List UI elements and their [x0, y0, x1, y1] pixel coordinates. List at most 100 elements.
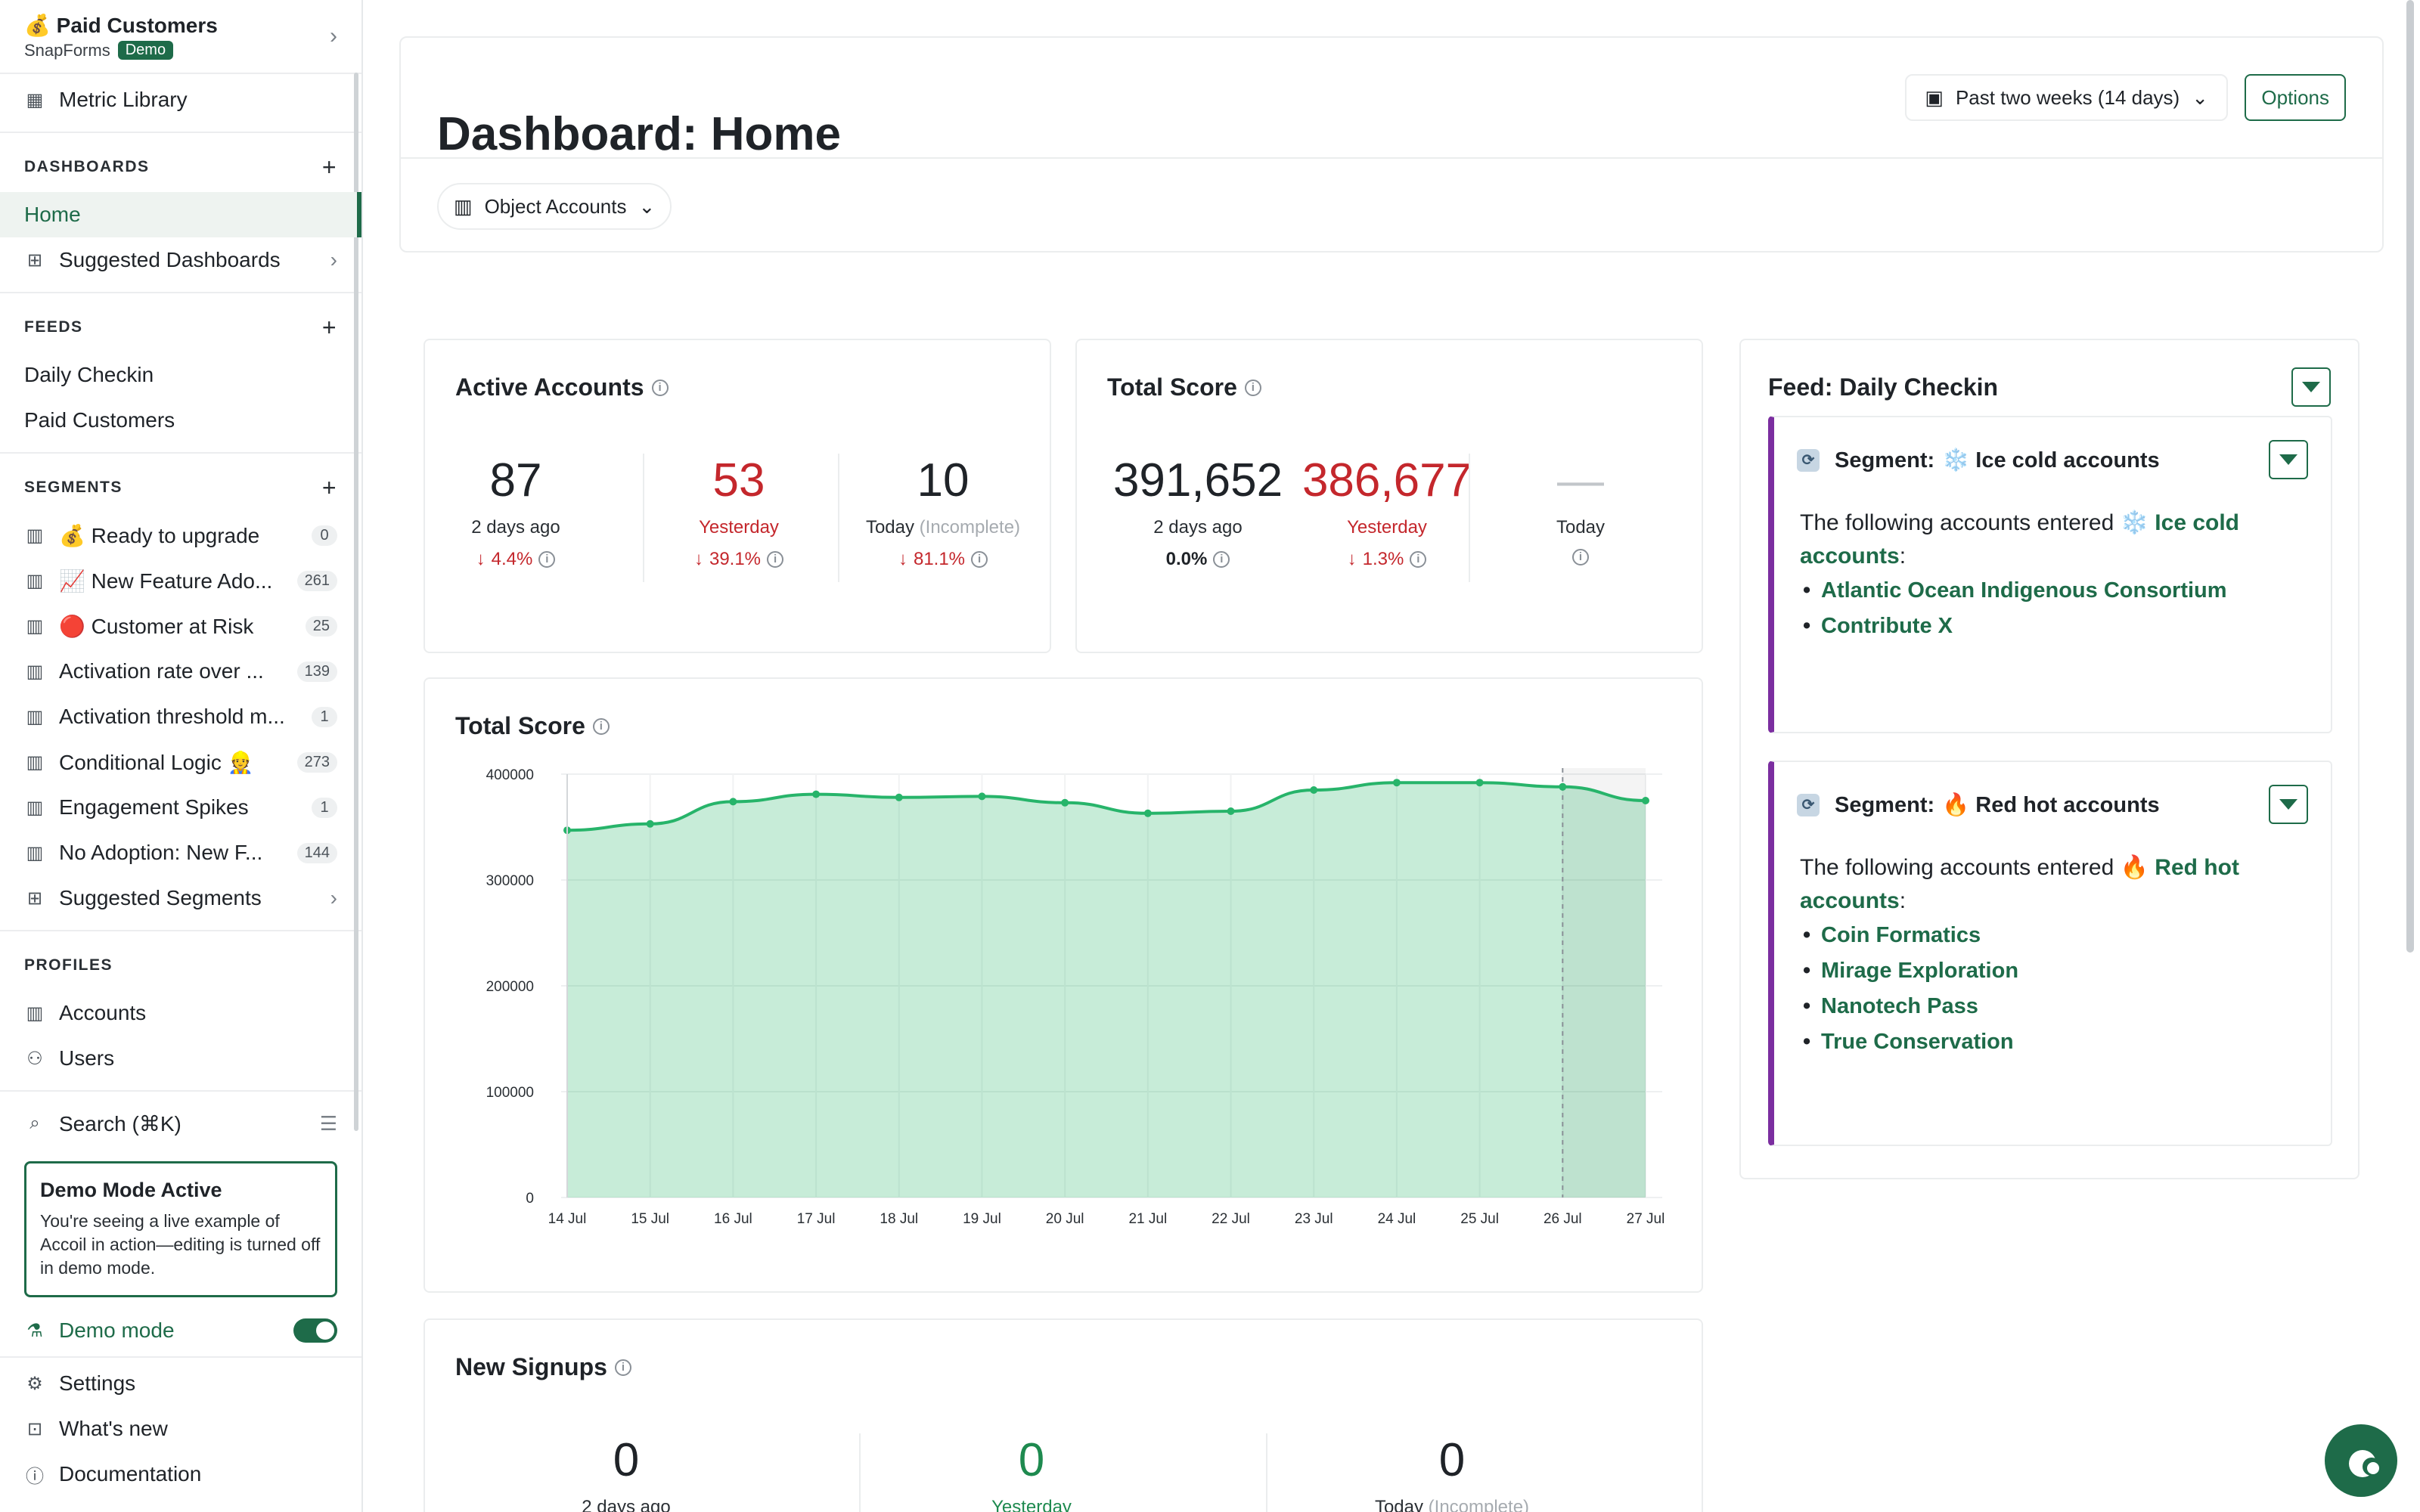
sidebar-item-suggested-segments[interactable]: ⊞ Suggested Segments ›: [0, 875, 361, 921]
sidebar-item-suggested-dashboards[interactable]: ⊞ Suggested Dashboards ›: [0, 237, 361, 283]
info-icon[interactable]: i: [1410, 551, 1427, 568]
segment-link[interactable]: 🔥 Red hot accounts: [1800, 855, 2239, 913]
colon: :: [1899, 888, 1907, 913]
stat-label: Yesterday: [991, 1497, 1072, 1512]
account-link[interactable]: Coin Formatics: [1800, 918, 2308, 953]
add-feed-icon[interactable]: +: [321, 313, 337, 341]
demo-mode-toggle[interactable]: [293, 1318, 337, 1343]
sidebar-item-users[interactable]: ⚇ Users: [0, 1036, 361, 1081]
account-link[interactable]: True Conservation: [1800, 1024, 2308, 1060]
sidebar-item-daily-checkin[interactable]: Daily Checkin: [0, 352, 361, 398]
sidebar-scrollbar[interactable]: [354, 73, 358, 1131]
total-score-chart[interactable]: 0 100000 200000 300000 400000 14 Jul 15 Jul 16 …: [425, 679, 1705, 1294]
account-link[interactable]: Atlantic Ocean Indigenous Consortium: [1800, 573, 2308, 609]
stat-label: Today (Incomplete): [841, 517, 1045, 538]
segment-intro-text: The following accounts entered: [1800, 855, 2114, 880]
sidebar-item-segment[interactable]: ▥ Activation threshold m... 1: [0, 694, 361, 739]
demo-mode-label: Demo mode: [59, 1318, 175, 1342]
data-point: [1392, 779, 1401, 787]
sidebar-item-segment[interactable]: ▥ Conditional Logic 👷 273: [0, 739, 361, 785]
page-title: Dashboard: Home: [437, 108, 841, 160]
account-link[interactable]: Nanotech Pass: [1800, 989, 2308, 1024]
help-icon: ⓘ: [26, 1466, 44, 1487]
card-title: Total Score i: [455, 712, 610, 740]
x-tick-label: 25 Jul: [1460, 1211, 1499, 1227]
object-filter-select[interactable]: ▥ Object Accounts ⌄: [437, 183, 672, 230]
date-range-select[interactable]: ▣ Past two weeks (14 days) ⌄: [1905, 74, 2228, 121]
chart-area: [567, 782, 1646, 1198]
sidebar-item-home[interactable]: Home: [0, 192, 361, 237]
data-point: [1642, 797, 1649, 804]
card-title: Total Score i: [1107, 373, 1261, 401]
x-tick-label: 24 Jul: [1378, 1211, 1416, 1227]
data-point: [1061, 798, 1069, 807]
building-icon: ▥: [26, 615, 44, 637]
stat-label-text: Today: [865, 517, 914, 538]
sidebar-item-documentation[interactable]: ⓘ Documentation: [0, 1452, 361, 1497]
info-icon[interactable]: i: [651, 379, 669, 396]
stat-label: 2 days ago: [1153, 517, 1243, 538]
arrow-down-icon: ↓: [476, 549, 486, 569]
card-title: Active Accounts i: [455, 373, 669, 401]
chat-logo-icon: [2349, 1450, 2381, 1477]
collapse-sidebar-icon[interactable]: ☰: [319, 1111, 337, 1135]
page-scrollbar[interactable]: [2406, 0, 2414, 953]
main-content: Dashboard: Home ▣ Past two weeks (14 day…: [363, 0, 2420, 1512]
stat-today: 10 Today (Incomplete) ↓ 81.1% i: [841, 454, 1045, 570]
segment-count: 1: [312, 797, 337, 818]
divider: [401, 157, 2382, 159]
sidebar-item-segment[interactable]: ▥ 🔴 Customer at Risk 25: [0, 603, 361, 649]
chevron-down-icon: ⌄: [638, 194, 656, 218]
account-list: Coin Formatics Mirage Exploration Nanote…: [1800, 918, 2308, 1060]
suggest-icon: ⊞: [26, 888, 43, 909]
stat-change: ↓ 4.4% i: [425, 549, 607, 570]
data-point: [1227, 807, 1235, 815]
feed-title: Feed: Daily Checkin: [1768, 373, 1999, 401]
info-icon[interactable]: i: [1213, 551, 1230, 568]
sidebar-item-segment[interactable]: ▥ Engagement Spikes 1: [0, 785, 361, 830]
segment-link[interactable]: ❄️ Ice cold accounts: [1800, 510, 2240, 569]
sidebar-item-accounts[interactable]: ▥ Accounts: [0, 990, 361, 1036]
sidebar-item-segment[interactable]: ▥ Activation rate over ... 139: [0, 649, 361, 694]
building-icon: ▥: [26, 706, 44, 727]
users-icon: ⚇: [26, 1048, 43, 1069]
demo-mode-toggle-row[interactable]: ⚗ Demo mode: [0, 1308, 361, 1353]
info-icon[interactable]: i: [1572, 549, 1589, 565]
sidebar-item-whats-new[interactable]: ⊡ What's new: [0, 1406, 361, 1452]
caret-down-icon: [2302, 382, 2320, 392]
info-icon[interactable]: i: [767, 551, 784, 568]
info-icon[interactable]: i: [538, 551, 556, 568]
sidebar-item-segment[interactable]: ▥ 💰 Ready to upgrade 0: [0, 513, 361, 558]
segment-entry-card: ⟳ Segment: ❄️ Ice cold accounts The foll…: [1768, 416, 2332, 733]
section-segments: SEGMENTS +: [0, 463, 361, 513]
divider: [0, 292, 361, 293]
data-point: [1310, 786, 1318, 794]
arrow-down-icon: ↓: [898, 549, 908, 569]
sidebar-item-segment[interactable]: ▥ 📈 New Feature Ado... 261: [0, 558, 361, 603]
segment-entry-menu-button[interactable]: [2269, 785, 2308, 824]
add-dashboard-icon[interactable]: +: [321, 153, 337, 181]
gift-icon: ⊡: [26, 1418, 43, 1439]
workspace-switcher[interactable]: 💰 Paid Customers SnapForms Demo ›: [0, 0, 361, 74]
account-link[interactable]: Mirage Exploration: [1800, 953, 2308, 989]
stat-change-value: 1.3%: [1362, 549, 1404, 569]
add-segment-icon[interactable]: +: [321, 473, 337, 501]
sidebar-item-settings[interactable]: ⚙ Settings: [0, 1361, 361, 1406]
sidebar-item-paid-customers[interactable]: Paid Customers: [0, 398, 361, 443]
account-link[interactable]: Contribute X: [1800, 609, 2308, 644]
info-icon[interactable]: i: [614, 1359, 631, 1376]
info-icon[interactable]: i: [1244, 379, 1261, 396]
info-icon[interactable]: i: [971, 551, 988, 568]
info-icon[interactable]: i: [592, 717, 610, 735]
sidebar-item-segment[interactable]: ▥ No Adoption: New F... 144: [0, 830, 361, 875]
sidebar-item-metric-library[interactable]: ▦ Metric Library: [0, 77, 361, 122]
y-tick-label: 300000: [486, 873, 534, 889]
segment-entry-menu-button[interactable]: [2269, 440, 2308, 479]
feed-menu-button[interactable]: [2291, 367, 2331, 407]
stat-change-value: 0.0%: [1165, 549, 1208, 569]
search-button[interactable]: ⌕ Search (⌘K) ☰: [0, 1101, 361, 1146]
options-button[interactable]: Options: [2245, 74, 2346, 121]
section-title: FEEDS: [24, 318, 83, 336]
stat-2-days-ago: 391,652 2 days ago 0.0% i: [1107, 454, 1289, 570]
help-chat-button[interactable]: [2325, 1424, 2397, 1497]
